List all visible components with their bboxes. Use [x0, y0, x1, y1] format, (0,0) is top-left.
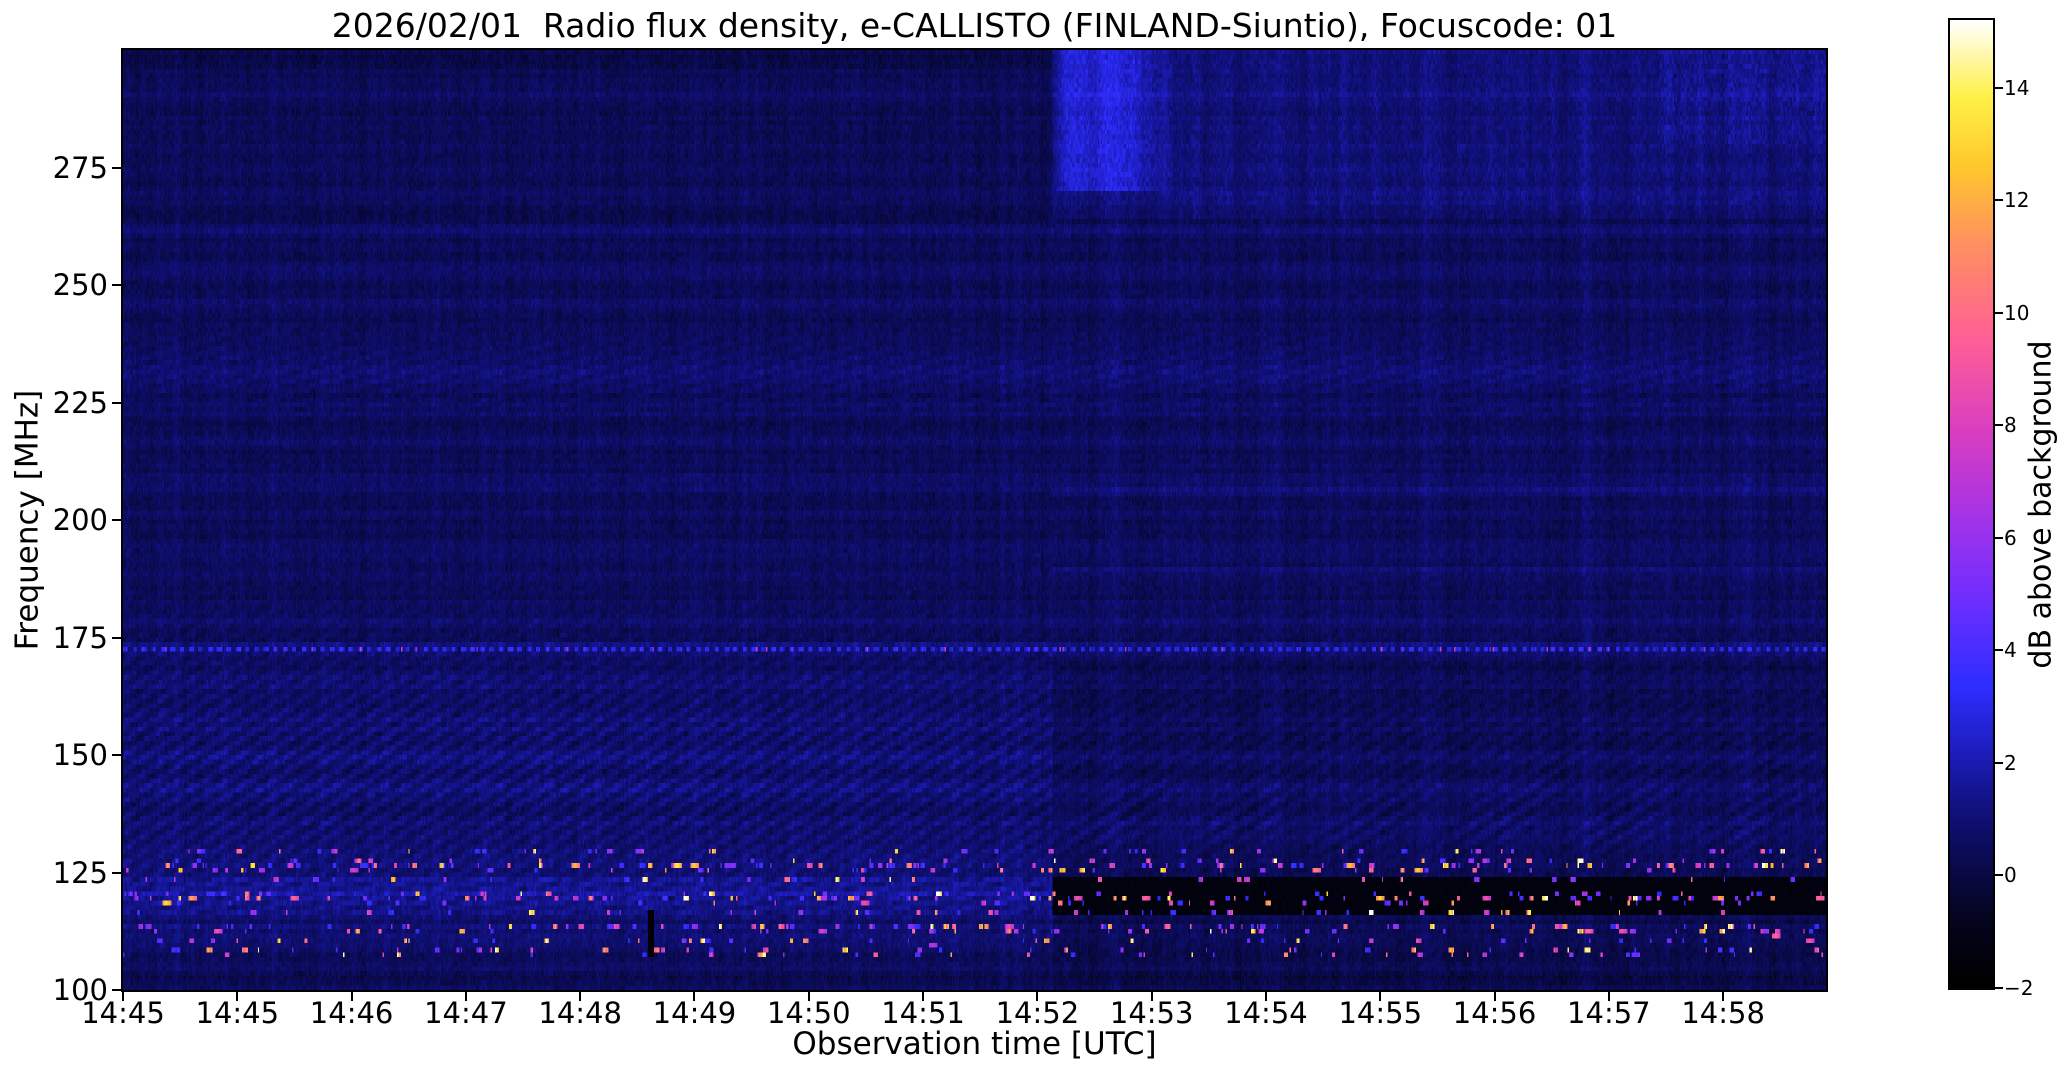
x-tick-mark: [922, 992, 925, 1001]
colorbar-tick-mark: [1995, 761, 2003, 764]
colorbar-tick-mark: [1995, 199, 2003, 202]
x-tick-mark: [122, 992, 124, 1001]
y-tick-label: 150: [52, 738, 108, 772]
colorbar-tick-label: 0: [2004, 863, 2017, 888]
x-tick-mark: [1722, 992, 1725, 1001]
x-tick-mark: [1150, 992, 1153, 1001]
colorbar-tick-mark: [1995, 649, 2003, 652]
colorbar-tick-mark: [1995, 987, 2003, 989]
colorbar-tick-label: −2: [2004, 976, 2034, 1000]
x-tick-label: 14:45: [81, 996, 165, 1030]
colorbar-tick-mark: [1995, 311, 2003, 314]
x-tick-label: 14:48: [538, 996, 622, 1030]
colorbar-tick-mark: [1995, 86, 2003, 89]
y-tick-label: 125: [52, 855, 108, 890]
colorbar-tick-label: 6: [2004, 525, 2017, 550]
x-tick-label: 14:55: [1338, 996, 1423, 1030]
x-tick-mark: [693, 992, 696, 1001]
spectrogram-heatmap-canvas: [123, 50, 1826, 990]
y-tick-label: 275: [52, 150, 108, 185]
x-tick-mark: [1607, 992, 1610, 1001]
colorbar-tick-mark: [1995, 874, 2003, 877]
x-tick-mark: [236, 992, 239, 1001]
y-tick-mark: [112, 754, 121, 756]
colorbar-tick-mark: [1995, 536, 2003, 539]
x-tick-label: 14:52: [995, 996, 1080, 1030]
colorbar-tick-label: 12: [2004, 188, 2030, 213]
y-tick-mark: [112, 284, 121, 286]
y-tick-mark: [112, 871, 121, 874]
y-tick-mark: [112, 636, 121, 639]
colorbar-tick-label: 8: [2004, 413, 2017, 438]
x-tick-label: 14:45: [195, 996, 280, 1030]
x-tick-label: 14:53: [1109, 996, 1194, 1030]
x-tick-label: 14:49: [652, 996, 737, 1030]
x-tick-mark: [350, 992, 353, 1001]
colorbar-tick-label: 4: [2004, 638, 2017, 663]
colorbar-tick-mark: [1995, 424, 2003, 427]
x-tick-label: 14:46: [309, 996, 394, 1030]
colorbar-tick-label: 14: [2004, 75, 2030, 100]
x-tick-label: 14:50: [766, 996, 851, 1030]
y-tick-mark: [112, 989, 121, 991]
colorbar-frame: [1948, 18, 1995, 990]
x-tick-mark: [464, 992, 467, 1001]
x-tick-mark: [1036, 992, 1039, 1001]
y-tick-mark: [112, 401, 121, 404]
x-tick-mark: [1264, 992, 1267, 1001]
x-tick-label: 14:54: [1224, 996, 1308, 1030]
y-tick-label: 175: [52, 620, 108, 655]
page-title: 2026/02/01 Radio flux density, e-CALLIST…: [331, 6, 1618, 45]
x-tick-label: 14:51: [881, 996, 965, 1030]
x-tick-label: 14:57: [1567, 996, 1651, 1030]
colorbar-tick-label: 2: [2004, 750, 2017, 775]
x-tick-mark: [579, 992, 582, 1001]
x-tick-mark: [1493, 992, 1496, 1001]
y-tick-mark: [112, 166, 121, 169]
y-tick-mark: [112, 519, 121, 521]
y-tick-label: 225: [52, 385, 108, 420]
y-tick-label: 200: [52, 503, 108, 537]
x-tick-label: 14:58: [1681, 996, 1765, 1030]
x-tick-mark: [1379, 992, 1382, 1001]
x-tick-label: 14:47: [424, 996, 508, 1030]
colorbar-gradient-canvas: [1950, 20, 1993, 988]
colorbar-label: dB above background: [2023, 339, 2059, 669]
y-tick-label: 250: [52, 268, 108, 302]
x-tick-mark: [807, 992, 810, 1001]
y-tick-label: 100: [52, 973, 108, 1007]
colorbar-tick-label: 10: [2004, 300, 2030, 325]
x-axis-label: Observation time [UTC]: [792, 1026, 1157, 1062]
x-tick-label: 14:56: [1452, 996, 1537, 1030]
